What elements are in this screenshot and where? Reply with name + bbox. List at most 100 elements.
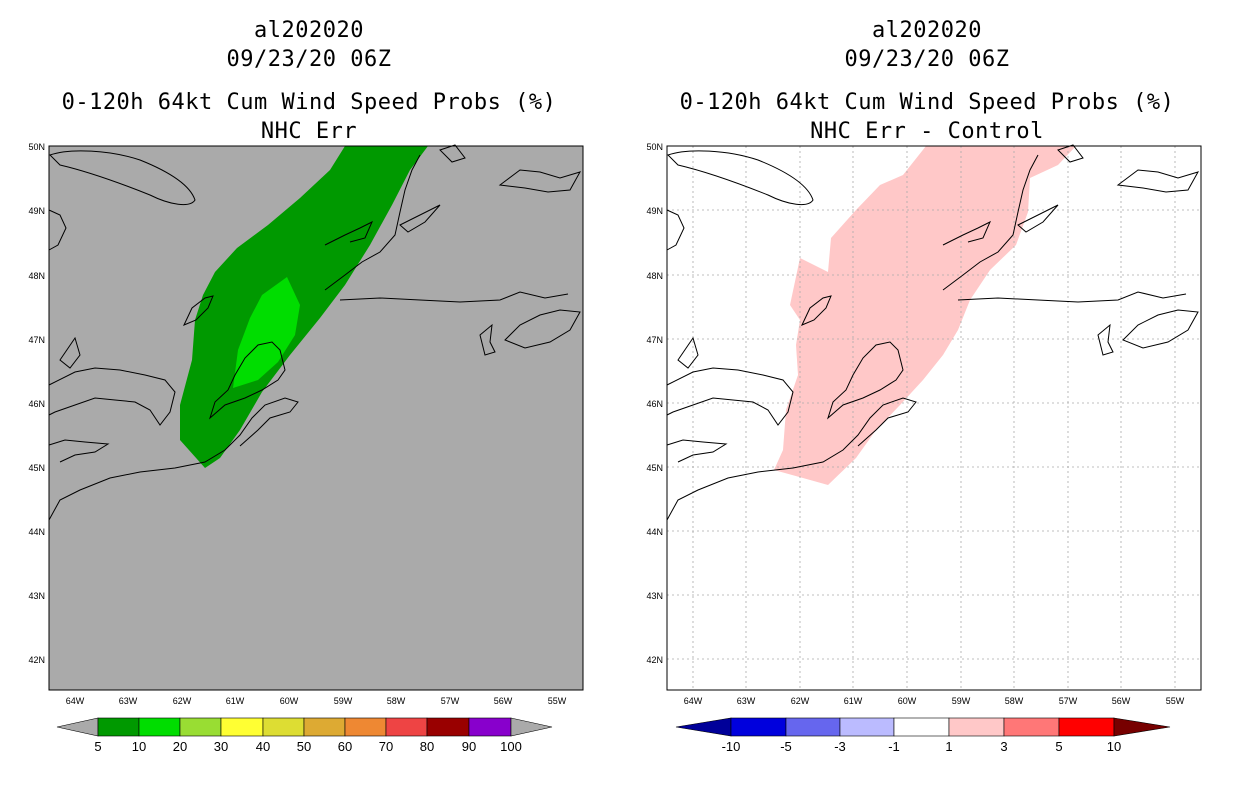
left-prob-5-10 bbox=[180, 146, 428, 468]
right-lon-59: 59W bbox=[952, 696, 971, 706]
right-lon-64: 64W bbox=[684, 696, 703, 706]
left-lat-46: 46N bbox=[28, 399, 45, 409]
right-lon-62: 62W bbox=[791, 696, 810, 706]
left-colorbar-bin-8 bbox=[426, 717, 470, 737]
left-colorbar-bin-3 bbox=[220, 717, 264, 737]
left-colorbar-low-arrow bbox=[56, 717, 99, 737]
right-lat-42: 42N bbox=[646, 655, 663, 665]
left-lon-56: 56W bbox=[494, 696, 513, 706]
left-coastlines bbox=[48, 144, 582, 521]
left-lon-59: 59W bbox=[334, 696, 353, 706]
left-colorbar-high-arrow bbox=[510, 717, 553, 737]
left-title-storm: al202020 bbox=[254, 18, 364, 43]
left-title-date: 09/23/20 06Z bbox=[226, 47, 392, 72]
right-lon-63: 63W bbox=[737, 696, 756, 706]
right-lat-50: 50N bbox=[646, 142, 663, 152]
left-prob-10-20 bbox=[233, 277, 300, 388]
right-title-date: 09/23/20 06Z bbox=[844, 47, 1010, 72]
left-title-product: 0-120h 64kt Cum Wind Speed Probs (%) bbox=[61, 90, 557, 115]
right-colorbar-label-m1: -1 bbox=[888, 739, 900, 754]
left-lon-ticks: 64W 63W 62W 61W 60W 59W 58W 57W 56W 55W bbox=[66, 696, 567, 706]
left-colorbar-label-20: 20 bbox=[173, 739, 187, 754]
left-map: 50N 49N 48N 47N 46N 45N 44N 43N 42N 64W … bbox=[28, 142, 584, 754]
right-title-product: 0-120h 64kt Cum Wind Speed Probs (%) bbox=[679, 90, 1175, 115]
left-lat-42: 42N bbox=[28, 655, 45, 665]
right-title-subtitle: NHC Err - Control bbox=[810, 119, 1044, 144]
right-lat-ticks: 50N 49N 48N 47N 46N 45N 44N 43N 42N bbox=[646, 142, 663, 665]
right-colorbar-bin-6 bbox=[1058, 717, 1115, 737]
left-colorbar: 5 10 20 30 40 50 60 70 80 90 100 bbox=[56, 717, 553, 754]
left-lon-63: 63W bbox=[119, 696, 138, 706]
right-lon-55: 55W bbox=[1166, 696, 1185, 706]
right-colorbar-label-3: 3 bbox=[1000, 739, 1007, 754]
right-lon-58: 58W bbox=[1005, 696, 1024, 706]
right-colorbar-label-10: 10 bbox=[1107, 739, 1121, 754]
right-grid bbox=[667, 146, 1201, 690]
right-colorbar: -10 -5 -3 -1 1 3 5 10 bbox=[675, 717, 1171, 754]
left-colorbar-label-40: 40 bbox=[256, 739, 270, 754]
right-map-frame bbox=[666, 145, 1202, 691]
left-colorbar-label-80: 80 bbox=[420, 739, 434, 754]
left-colorbar-bin-0 bbox=[97, 717, 140, 737]
left-colorbar-bin-7 bbox=[385, 717, 428, 737]
left-map-frame bbox=[48, 145, 584, 691]
right-colorbar-label-m5: -5 bbox=[780, 739, 792, 754]
right-diff-1-3 bbox=[774, 146, 1076, 485]
left-colorbar-label-60: 60 bbox=[338, 739, 352, 754]
left-lat-48: 48N bbox=[28, 271, 45, 281]
right-lon-57: 57W bbox=[1059, 696, 1078, 706]
right-lat-49: 49N bbox=[646, 206, 663, 216]
right-lat-46: 46N bbox=[646, 399, 663, 409]
left-colorbar-label-100: 100 bbox=[500, 739, 522, 754]
right-lat-43: 43N bbox=[646, 591, 663, 601]
right-colorbar-high-arrow bbox=[1113, 717, 1171, 737]
left-colorbar-label-5: 5 bbox=[94, 739, 101, 754]
right-colorbar-label-1: 1 bbox=[945, 739, 952, 754]
left-lon-55: 55W bbox=[548, 696, 567, 706]
left-colorbar-bin-1 bbox=[138, 717, 181, 737]
right-colorbar-low-arrow bbox=[675, 717, 732, 737]
right-lon-61: 61W bbox=[844, 696, 863, 706]
left-colorbar-label-70: 70 bbox=[379, 739, 393, 754]
left-colorbar-bin-4 bbox=[262, 717, 305, 737]
right-colorbar-bin-2 bbox=[839, 717, 895, 737]
right-colorbar-label-5: 5 bbox=[1055, 739, 1062, 754]
left-panel: al202020 09/23/20 06Z 0-120h 64kt Cum Wi… bbox=[28, 18, 584, 754]
left-lon-61: 61W bbox=[226, 696, 245, 706]
left-colorbar-label-50: 50 bbox=[297, 739, 311, 754]
right-colorbar-bin-5 bbox=[1003, 717, 1060, 737]
left-colorbar-bin-5 bbox=[303, 717, 346, 737]
left-lon-60: 60W bbox=[280, 696, 299, 706]
left-colorbar-bin-6 bbox=[344, 717, 387, 737]
left-colorbar-label-90: 90 bbox=[462, 739, 476, 754]
left-colorbar-bin-9 bbox=[468, 717, 512, 737]
left-lat-47: 47N bbox=[28, 335, 45, 345]
left-colorbar-bin-2 bbox=[179, 717, 222, 737]
left-lon-64: 64W bbox=[66, 696, 85, 706]
right-lat-45: 45N bbox=[646, 463, 663, 473]
right-map: 50N 49N 48N 47N 46N 45N 44N 43N 42N 64W … bbox=[646, 142, 1202, 754]
right-colorbar-bin-4 bbox=[948, 717, 1005, 737]
right-panel: al202020 09/23/20 06Z 0-120h 64kt Cum Wi… bbox=[618, 0, 1236, 800]
left-title-subtitle: NHC Err bbox=[260, 119, 358, 144]
left-colorbar-label-30: 30 bbox=[214, 739, 228, 754]
left-lat-43: 43N bbox=[28, 591, 45, 601]
right-lat-44: 44N bbox=[646, 527, 663, 537]
right-colorbar-bin-0 bbox=[730, 717, 787, 737]
right-colorbar-label-m10: -10 bbox=[722, 739, 741, 754]
left-lat-44: 44N bbox=[28, 527, 45, 537]
right-lon-56: 56W bbox=[1112, 696, 1131, 706]
right-colorbar-bin-1 bbox=[785, 717, 841, 737]
left-lat-50: 50N bbox=[28, 142, 45, 152]
left-lat-49: 49N bbox=[28, 206, 45, 216]
right-lon-ticks: 64W 63W 62W 61W 60W 59W 58W 57W 56W 55W bbox=[684, 696, 1185, 706]
right-lon-60: 60W bbox=[898, 696, 917, 706]
right-colorbar-bin-3 bbox=[893, 717, 950, 737]
right-title-storm: al202020 bbox=[872, 18, 982, 43]
left-lon-58: 58W bbox=[387, 696, 406, 706]
right-colorbar-label-m3: -3 bbox=[834, 739, 846, 754]
right-lat-47: 47N bbox=[646, 335, 663, 345]
left-lat-45: 45N bbox=[28, 463, 45, 473]
right-coastlines bbox=[666, 144, 1200, 521]
left-colorbar-label-10: 10 bbox=[132, 739, 146, 754]
